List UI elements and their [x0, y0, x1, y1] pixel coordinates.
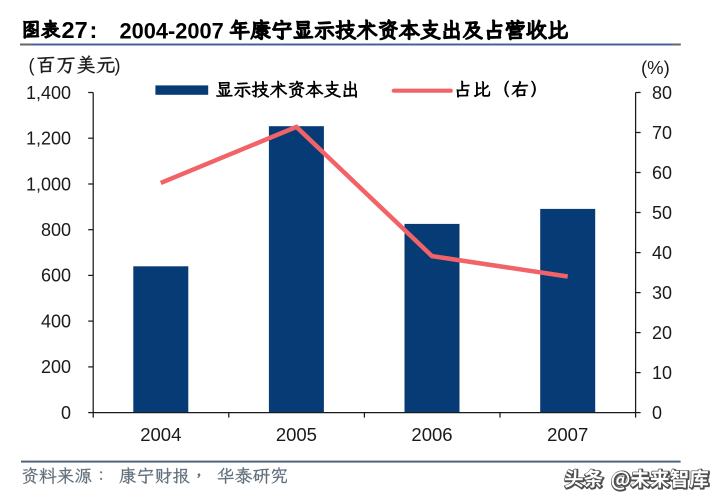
svg-text:50: 50	[652, 203, 672, 223]
svg-text:10: 10	[652, 363, 672, 383]
svg-text:20: 20	[652, 323, 672, 343]
svg-text:800: 800	[41, 220, 71, 240]
svg-text:0: 0	[652, 403, 662, 423]
svg-text:2004-2007: 2004-2007	[120, 18, 224, 43]
svg-text:70: 70	[652, 123, 672, 143]
svg-text:60: 60	[652, 163, 672, 183]
svg-text:2006: 2006	[411, 424, 452, 445]
svg-text:(%): (%)	[641, 57, 670, 78]
svg-text:1,000: 1,000	[26, 174, 71, 194]
svg-text:): )	[115, 56, 121, 76]
svg-text:2005: 2005	[276, 424, 317, 445]
svg-text:1,200: 1,200	[26, 129, 71, 149]
svg-text:0: 0	[61, 403, 71, 423]
svg-text:1,400: 1,400	[26, 83, 71, 103]
svg-text:40: 40	[652, 243, 672, 263]
svg-text:400: 400	[41, 311, 71, 331]
svg-text:27: 27	[62, 17, 88, 43]
svg-text:600: 600	[41, 266, 71, 286]
svg-text:2007: 2007	[547, 424, 588, 445]
svg-text:2004: 2004	[140, 424, 181, 445]
svg-text::: :	[90, 17, 98, 43]
svg-text:(: (	[29, 56, 35, 76]
svg-text:200: 200	[41, 357, 71, 377]
svg-text:80: 80	[652, 83, 672, 103]
svg-text:30: 30	[652, 283, 672, 303]
